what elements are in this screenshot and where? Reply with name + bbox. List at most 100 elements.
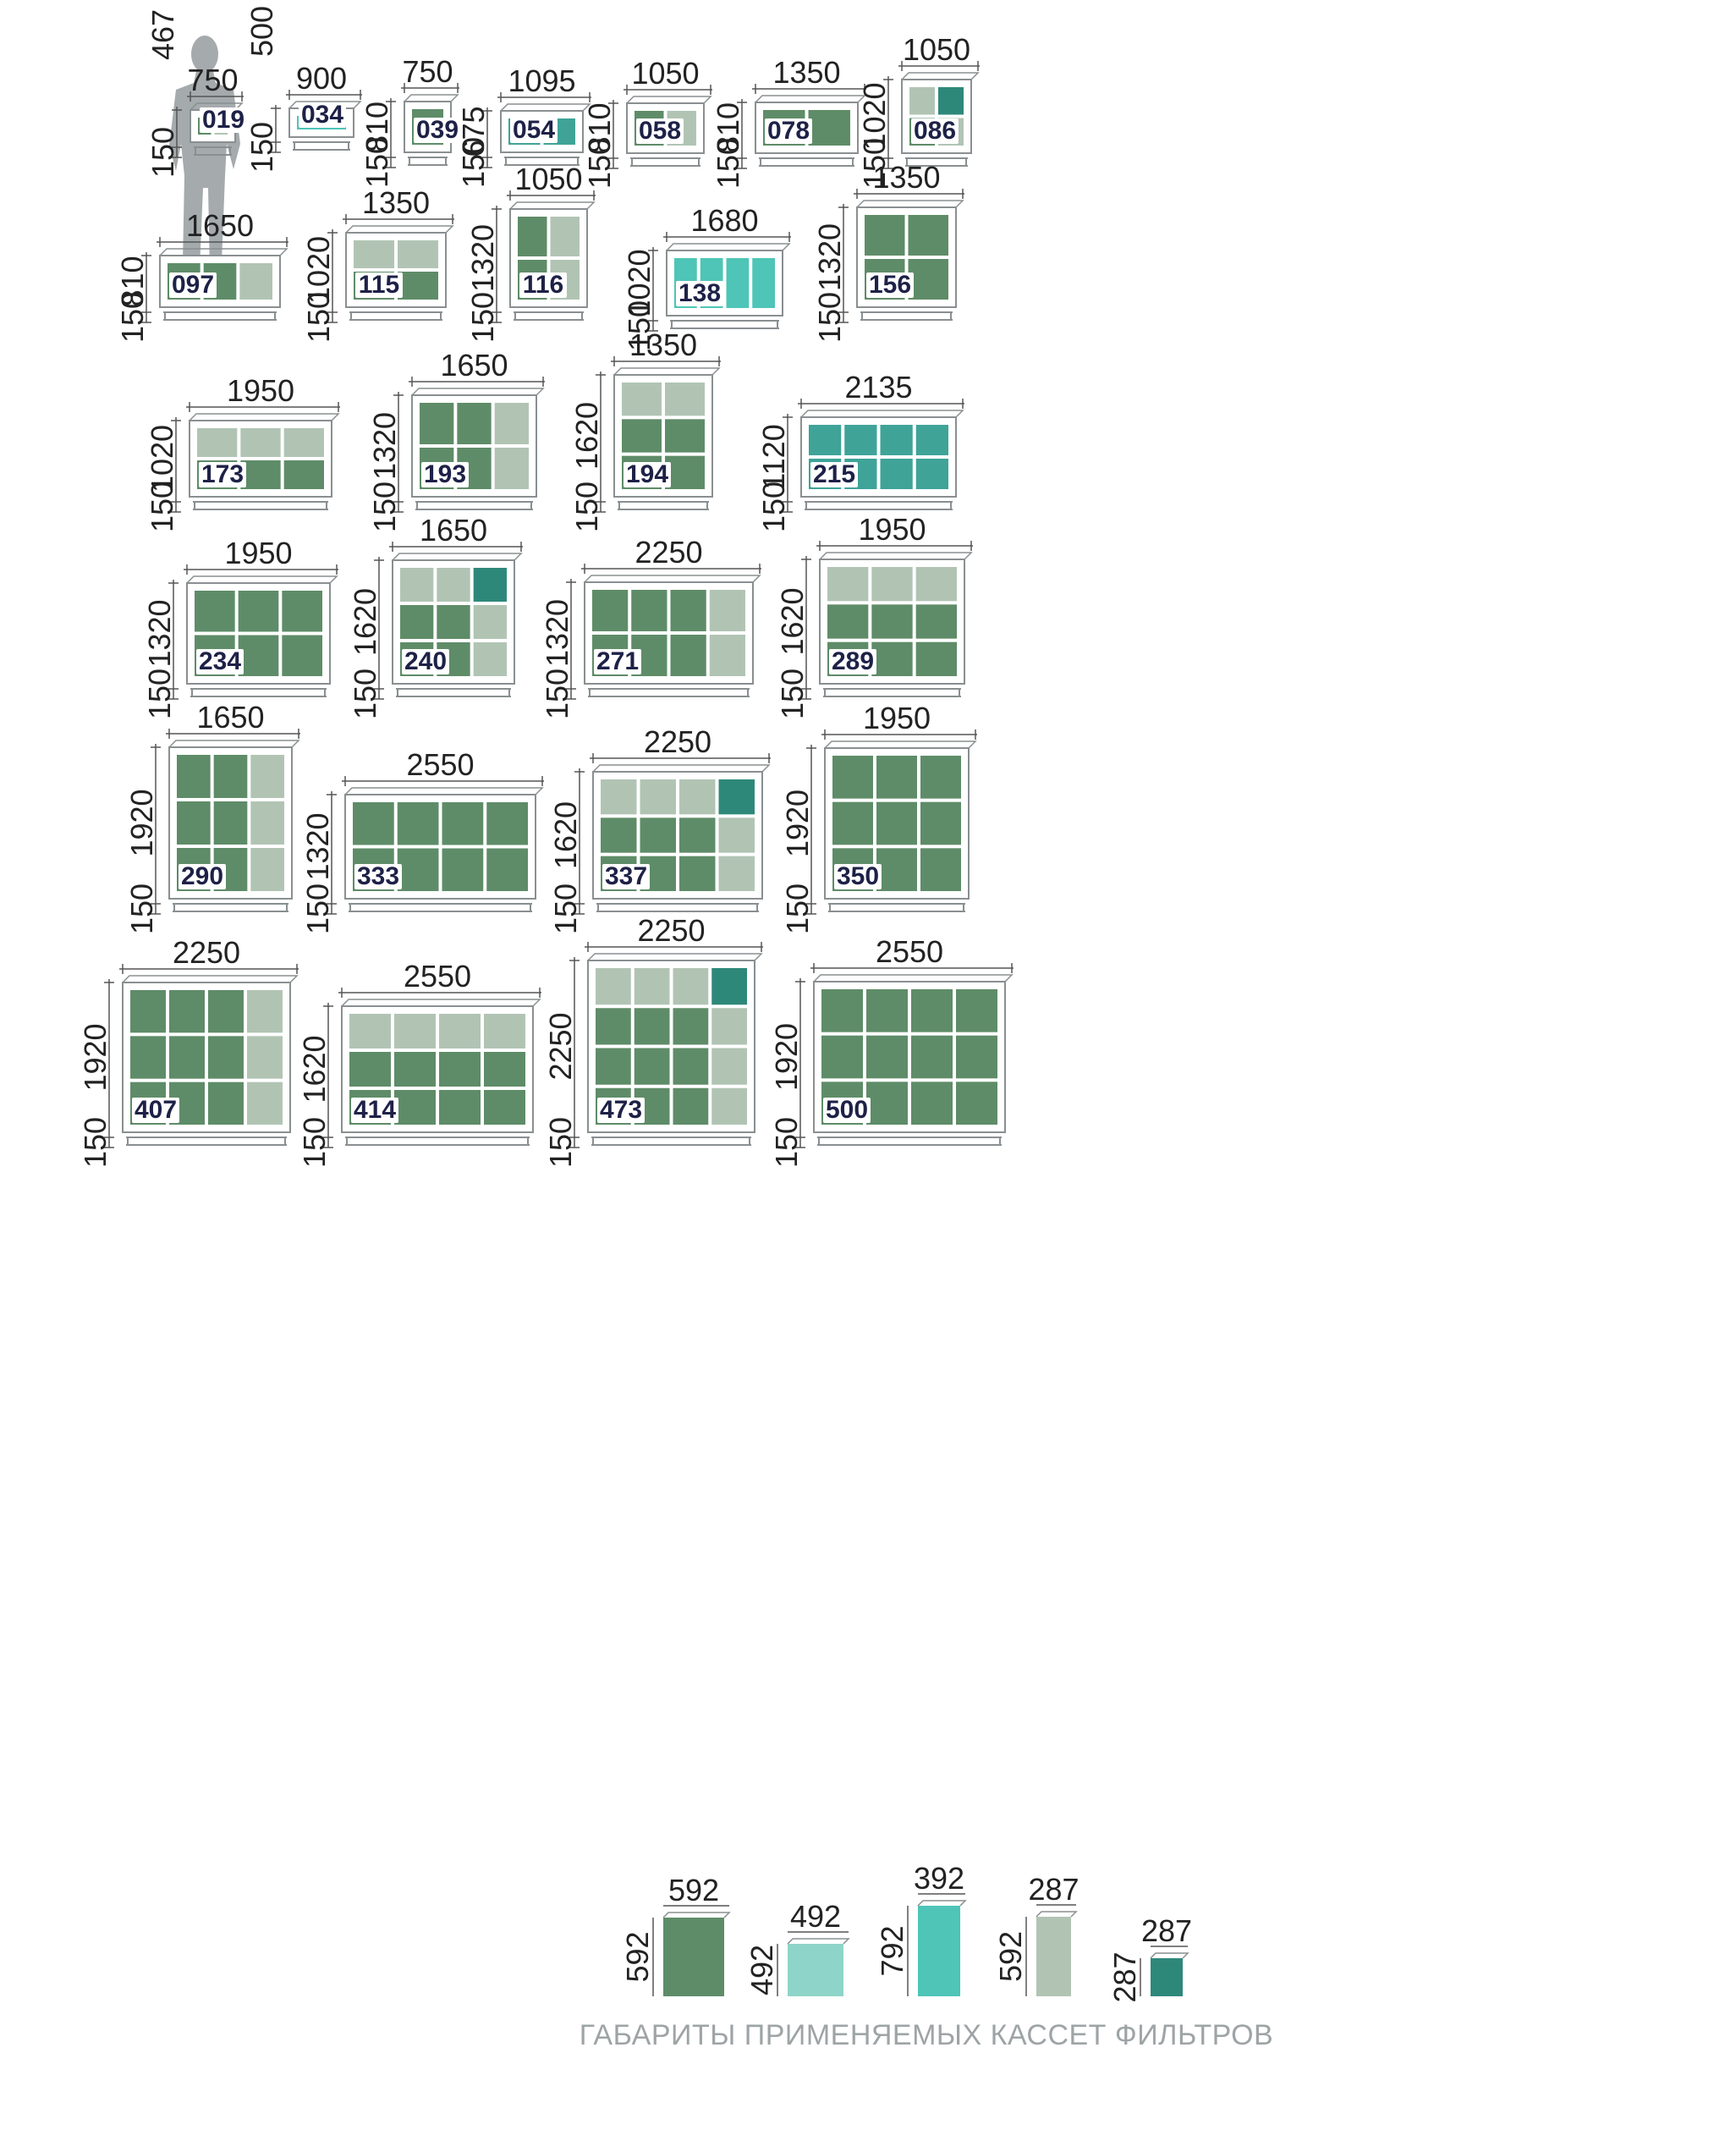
base-dimension: 150 (244, 122, 279, 173)
unit-289: 1950 1620 150 289 (775, 512, 973, 719)
unit-top (189, 413, 340, 421)
unit-top (819, 552, 973, 560)
unit-top (122, 975, 299, 983)
filter-cell (665, 383, 705, 416)
filter-cell (250, 801, 284, 845)
filter-cell (250, 755, 284, 798)
base-dimension: 150 (569, 482, 604, 532)
filter-cell (809, 425, 842, 455)
unit-top (341, 999, 541, 1007)
width-dimension: 2250 (173, 935, 240, 970)
filter-cell (670, 635, 706, 676)
filter-cell (920, 756, 961, 799)
model-label: 078 (767, 117, 810, 145)
model-label-box (351, 1098, 398, 1123)
base-dimension: 150 (775, 669, 810, 719)
filter-cell (397, 848, 439, 891)
filter-cell (238, 591, 279, 632)
filter-cell (169, 1036, 205, 1079)
filter-cell (400, 568, 434, 602)
height-dimension: 1020 (622, 249, 656, 316)
height-dimension: 1320 (465, 224, 500, 292)
unit-top (159, 248, 288, 256)
base-dimension: 150 (367, 482, 402, 532)
width-dimension: 2550 (406, 747, 474, 782)
model-label: 500 (826, 1096, 868, 1124)
filter-cell (634, 1008, 670, 1045)
width-dimension: 1950 (227, 373, 294, 408)
filter-cell (673, 968, 709, 1005)
unit-407: 2250 1920 150 407 (78, 935, 299, 1168)
model-label: 289 (832, 647, 874, 675)
filter-cell (486, 802, 528, 845)
filter-cell (130, 1036, 166, 1079)
model-label-box (299, 102, 346, 128)
filter-cell (679, 779, 716, 815)
base-dimension: 150 (582, 138, 617, 189)
base-dimension: 150 (543, 1117, 578, 1168)
base-dimension: 150 (297, 1117, 332, 1168)
base-dimension: 150 (540, 669, 574, 719)
filter-cell (866, 1082, 908, 1125)
unit-top (592, 764, 771, 773)
base-dimension: 150 (360, 137, 394, 188)
filter-cell (484, 1052, 525, 1087)
width-dimension: 1950 (224, 536, 292, 570)
filter-cell (442, 848, 484, 891)
cassette-width: 392 (914, 1861, 964, 1896)
filter-cell (208, 990, 244, 1033)
unit-473: 2250 2250 150 473 (543, 913, 763, 1168)
height-dimension: 1020 (857, 82, 892, 150)
model-label: 240 (404, 647, 447, 675)
model-label-box (179, 864, 226, 889)
filter-cell (398, 240, 438, 268)
width-dimension: 900 (296, 61, 347, 96)
filter-cell (247, 1036, 283, 1079)
unit-top (813, 974, 1014, 982)
filter-cell (634, 968, 670, 1005)
model-label-box (510, 118, 558, 143)
base-dimension: 150 (622, 300, 656, 351)
filter-cell (808, 110, 850, 146)
filter-cell (911, 989, 953, 1032)
height-dimension: 810 (360, 102, 394, 152)
filter-cell (670, 590, 706, 631)
filter-cell (920, 848, 961, 891)
filter-cell (601, 779, 637, 815)
filter-cell (832, 756, 873, 799)
unit-top (587, 953, 763, 961)
height-dimension: 1120 (756, 424, 791, 489)
filter-cell (866, 989, 908, 1032)
model-label-box (414, 118, 461, 143)
filter-cell (439, 1014, 481, 1048)
filter-cell (909, 87, 935, 115)
height-dimension: 1620 (775, 587, 810, 655)
height-dimension: 1020 (301, 236, 336, 304)
filter-cell (247, 990, 283, 1033)
filter-cell (592, 590, 629, 631)
cassette-width: 287 (1028, 1872, 1079, 1907)
filter-cell (871, 641, 913, 676)
height-dimension: 1320 (367, 412, 402, 480)
filter-cell (640, 817, 676, 853)
filter-cell (911, 1035, 953, 1079)
filter-cell (956, 989, 997, 1032)
height-dimension: 467 (146, 9, 180, 60)
filter-cell (938, 87, 964, 115)
filter-cell (518, 217, 547, 256)
model-label-box (519, 272, 567, 298)
model-label-box (810, 462, 858, 487)
cassette-swatch (663, 1918, 724, 1996)
base-dimension: 150 (348, 669, 382, 719)
filter-cell (915, 604, 957, 639)
model-label: 473 (600, 1096, 642, 1124)
height-dimension: 1320 (540, 599, 574, 667)
model-label-box (829, 649, 876, 674)
unit-top (186, 575, 338, 584)
